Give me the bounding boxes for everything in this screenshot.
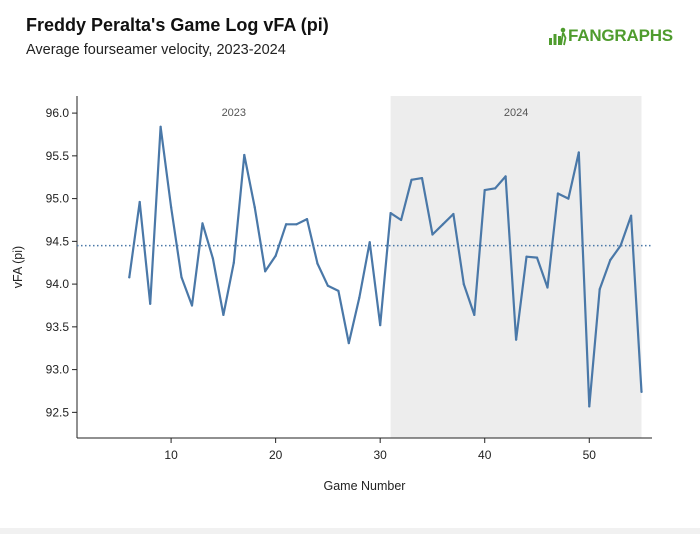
y-tick-label: 94.5 [46, 234, 70, 248]
y-tick-label: 96.0 [46, 106, 70, 120]
data-point [337, 289, 340, 293]
data-point [389, 212, 392, 215]
data-point [180, 276, 183, 279]
data-point [222, 313, 225, 316]
x-axis-label: Game Number [324, 479, 406, 493]
y-tick-label: 93.0 [46, 363, 70, 377]
data-point [201, 222, 204, 225]
y-axis-label: vFA (pi) [11, 246, 25, 288]
data-point [253, 206, 256, 209]
data-point [546, 286, 549, 289]
y-tick-label: 95.5 [46, 149, 70, 163]
footer-band [0, 528, 700, 534]
data-point [525, 255, 528, 258]
data-point [128, 276, 131, 279]
data-point [399, 218, 403, 222]
data-point [274, 254, 277, 257]
season-label-2023: 2023 [222, 107, 246, 119]
data-point [535, 256, 539, 259]
data-point [316, 262, 319, 265]
x-tick-label: 10 [164, 448, 178, 462]
data-point [305, 218, 309, 221]
data-point [138, 200, 141, 204]
x-tick-label: 30 [374, 448, 388, 462]
fangraphs-logo-icon [549, 27, 567, 46]
data-point [494, 187, 497, 190]
y-tick-label: 95.0 [46, 192, 70, 206]
season-label-2024: 2024 [504, 107, 528, 119]
data-point [379, 324, 382, 327]
data-point [264, 270, 267, 273]
chart-title: Freddy Peralta's Game Log vFA (pi) [26, 15, 329, 35]
x-tick-label: 40 [478, 448, 492, 462]
data-point [211, 257, 215, 260]
data-point [431, 233, 434, 236]
data-point [326, 284, 330, 287]
chart-subtitle: Average fourseamer velocity, 2023-2024 [26, 42, 286, 58]
data-point [441, 223, 445, 226]
data-point [232, 261, 235, 264]
data-point [619, 244, 622, 247]
fangraphs-logo[interactable]: FANGRAPHS [548, 26, 673, 46]
data-point [588, 405, 591, 408]
y-tick-label: 92.5 [46, 405, 70, 419]
series-line [128, 125, 643, 408]
data-point [504, 175, 507, 178]
data-point [410, 178, 413, 181]
data-point [473, 313, 476, 316]
x-tick-label: 20 [269, 448, 283, 462]
data-point [629, 214, 633, 217]
data-point [452, 212, 455, 216]
fangraphs-logo-text: FANGRAPHS [568, 26, 673, 45]
data-point [190, 304, 194, 307]
data-point [169, 206, 173, 209]
data-point [598, 288, 601, 291]
data-point [284, 223, 288, 226]
y-tick-label: 94.0 [46, 277, 70, 291]
data-point [295, 223, 298, 226]
data-point [420, 176, 424, 180]
y-tick-label: 93.5 [46, 320, 70, 334]
data-point [358, 296, 361, 299]
data-point [609, 259, 612, 262]
data-point [514, 338, 518, 341]
data-point [243, 153, 246, 157]
data-point [462, 283, 465, 286]
data-point [159, 125, 162, 128]
data-point [640, 390, 643, 393]
data-point [149, 302, 152, 305]
data-point [577, 151, 580, 154]
data-point [556, 192, 560, 195]
data-point [368, 241, 371, 244]
data-point [347, 341, 350, 345]
season-shade-2024 [390, 96, 642, 438]
data-point [567, 197, 570, 200]
data-point [483, 188, 486, 192]
x-tick-label: 50 [583, 448, 597, 462]
